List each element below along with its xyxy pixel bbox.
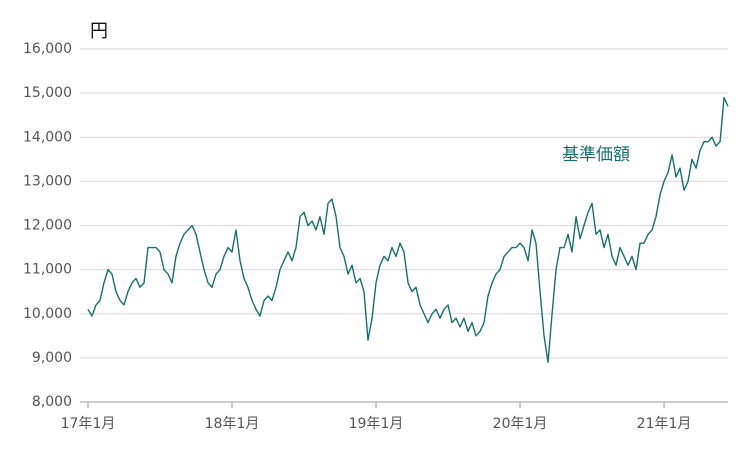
- y-tick-label: 10,000: [23, 306, 72, 322]
- x-tick-label: 20年1月: [493, 416, 548, 432]
- y-tick-label: 13,000: [23, 173, 72, 189]
- y-tick-label: 11,000: [23, 262, 72, 278]
- x-tick-label: 17年1月: [61, 416, 116, 432]
- y-axis-label: 円: [90, 21, 108, 42]
- y-tick-label: 9,000: [32, 350, 72, 366]
- y-tick-label: 16,000: [23, 41, 72, 57]
- annotation: 基準価額: [562, 145, 630, 165]
- x-tick-label: 18年1月: [205, 416, 260, 432]
- x-tick-label: 21年1月: [637, 416, 692, 432]
- y-tick-label: 8,000: [32, 394, 72, 410]
- y-tick-label: 15,000: [23, 85, 72, 101]
- x-tick-label: 19年1月: [349, 416, 404, 432]
- series-line: [87, 96, 729, 363]
- y-tick-label: 14,000: [23, 129, 72, 145]
- y-tick-label: 12,000: [23, 218, 72, 234]
